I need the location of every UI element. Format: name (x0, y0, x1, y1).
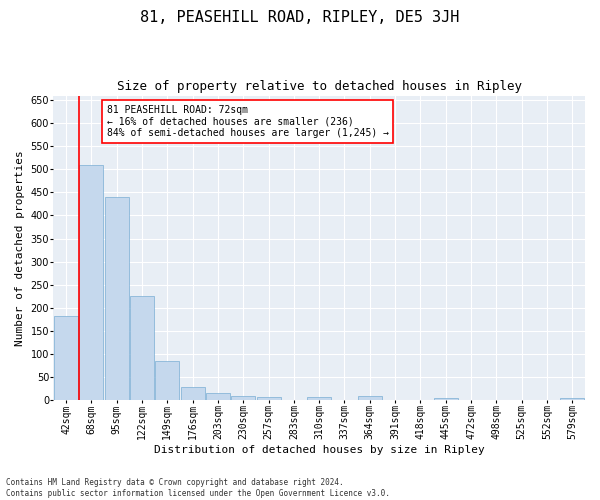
Bar (434, 398, 458, 400)
Bar (560, 398, 584, 400)
Y-axis label: Number of detached properties: Number of detached properties (15, 150, 25, 346)
Bar (358, 396, 382, 400)
Bar (257, 397, 281, 400)
Text: 81, PEASEHILL ROAD, RIPLEY, DE5 3JH: 81, PEASEHILL ROAD, RIPLEY, DE5 3JH (140, 10, 460, 25)
Bar (155, 361, 179, 400)
Bar (206, 393, 230, 400)
Bar (79, 165, 103, 400)
Text: Contains HM Land Registry data © Crown copyright and database right 2024.
Contai: Contains HM Land Registry data © Crown c… (6, 478, 390, 498)
Bar (54, 316, 78, 400)
Bar (181, 387, 205, 400)
Bar (231, 396, 255, 400)
Bar (130, 296, 154, 400)
Title: Size of property relative to detached houses in Ripley: Size of property relative to detached ho… (116, 80, 521, 93)
Bar (104, 197, 128, 400)
Text: 81 PEASEHILL ROAD: 72sqm
← 16% of detached houses are smaller (236)
84% of semi-: 81 PEASEHILL ROAD: 72sqm ← 16% of detach… (107, 105, 389, 138)
X-axis label: Distribution of detached houses by size in Ripley: Distribution of detached houses by size … (154, 445, 485, 455)
Bar (307, 397, 331, 400)
